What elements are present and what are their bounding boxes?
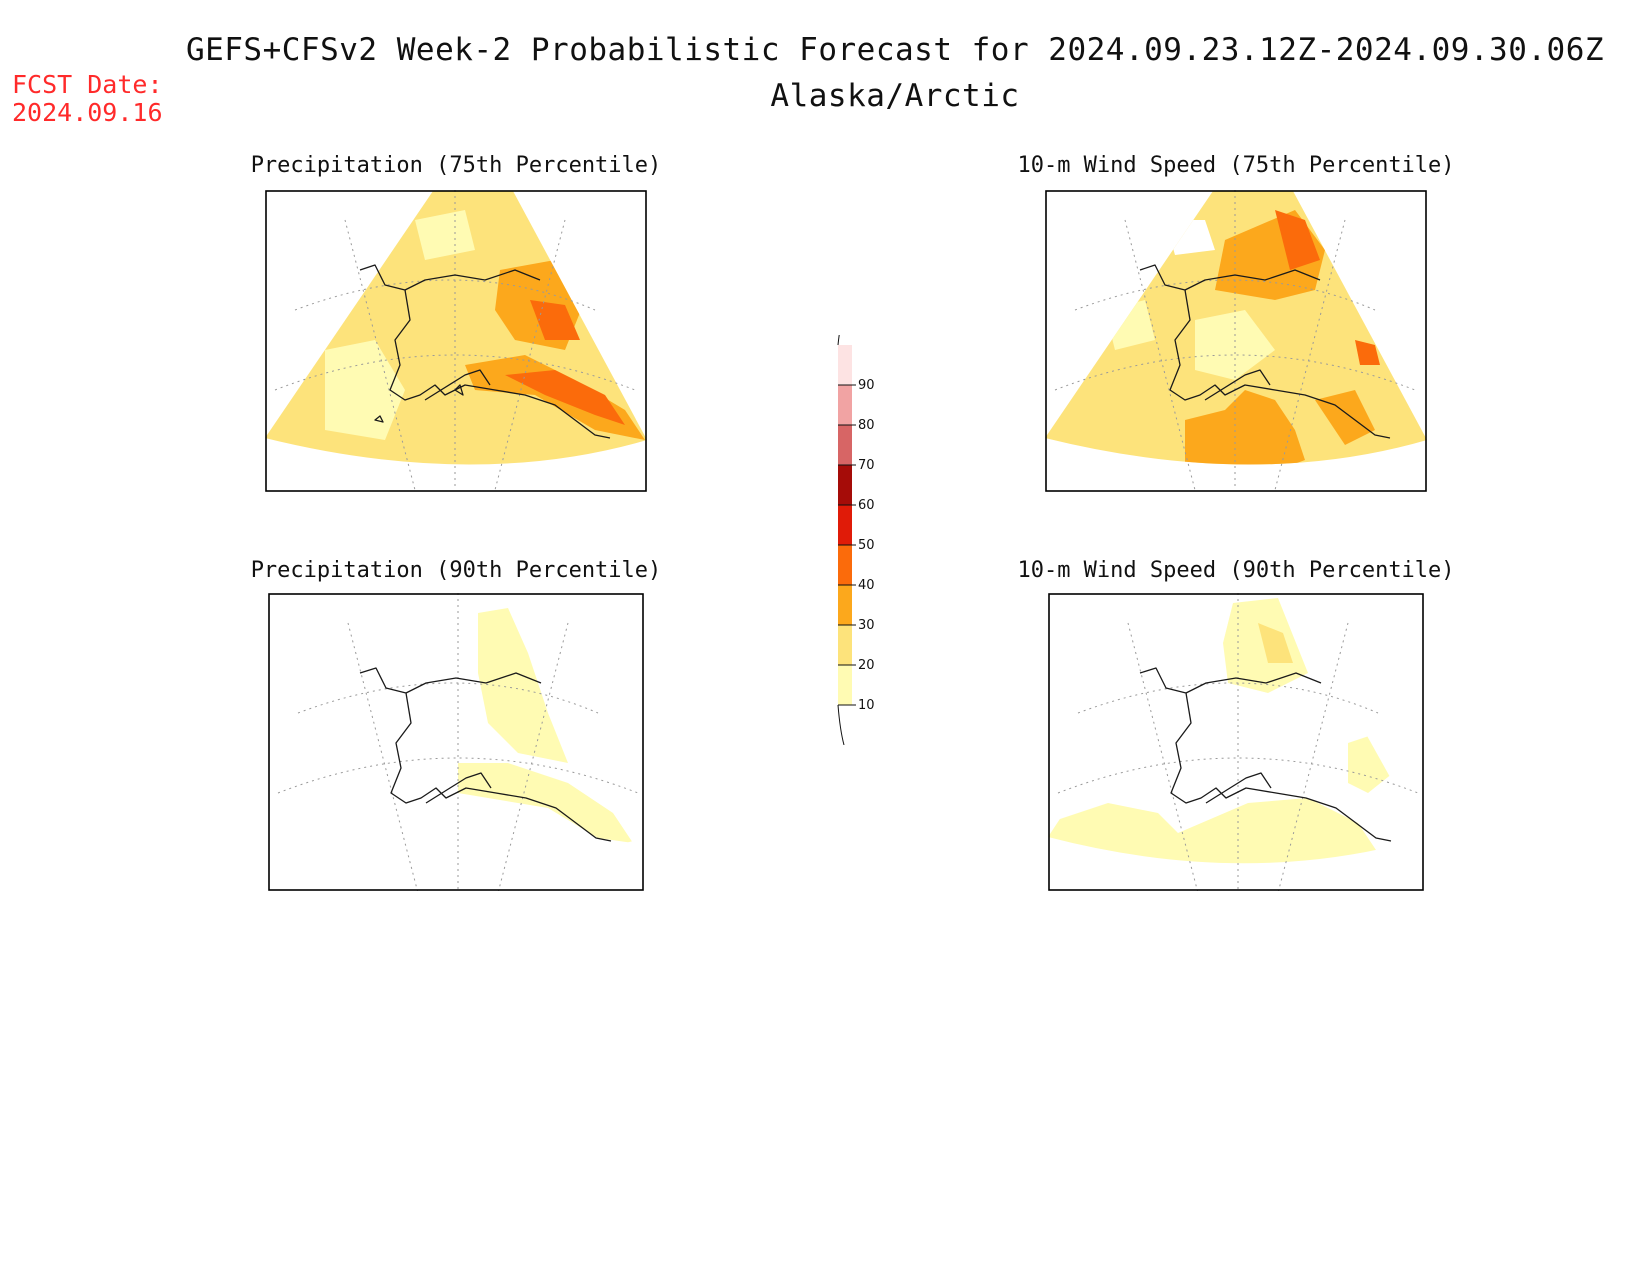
graticule [1057, 593, 1419, 891]
north-coastline [404, 269, 541, 291]
peninsula-coastline [1205, 772, 1272, 804]
island-coastline [374, 384, 464, 423]
graticule [274, 190, 636, 491]
panel-title-wind-75: 10-m Wind Speed (75th Percentile) [1017, 153, 1455, 178]
peninsula-coastline [1204, 369, 1271, 401]
colorbar-bin [838, 585, 852, 625]
north-coastline [405, 672, 542, 694]
colorbar-bin [838, 545, 852, 585]
panel-frame [1048, 593, 1424, 891]
colorbar-bin [838, 465, 852, 505]
prob-10-area [388, 878, 488, 891]
colorbar-tick-label: 90 [858, 378, 875, 393]
map-precip-75 [265, 190, 647, 492]
colorbar-tick-label: 10 [858, 698, 875, 713]
region-title: Alaska/Arctic [770, 78, 1020, 114]
prob-10-area [415, 210, 475, 260]
panel-frame [268, 593, 644, 891]
peninsula-coastline [424, 369, 491, 401]
north-coastline [1184, 269, 1321, 291]
forecast-date-label: FCST Date: [12, 70, 163, 99]
graticule [1054, 190, 1416, 491]
prob-40-area [1355, 340, 1380, 365]
prob-10-area [478, 608, 568, 763]
colorbar-bin [838, 665, 852, 705]
map-wind-90 [1048, 593, 1424, 891]
colorbar-tick-label: 20 [858, 658, 875, 673]
panel-frame [265, 190, 647, 492]
colorbar-lower-tail [837, 704, 845, 745]
colorbar-tick-label: 60 [858, 498, 875, 513]
colorbar-tick-label: 80 [858, 418, 875, 433]
prob-10-area [1348, 733, 1393, 793]
prob-30-area [1185, 390, 1305, 465]
prob-10-area [1048, 798, 1378, 864]
page-title: GEFS+CFSv2 Week-2 Probabilistic Forecast… [185, 32, 1605, 68]
colorbar-tick-label: 70 [858, 458, 875, 473]
north-coastline [1185, 672, 1322, 694]
colorbar-upper-tail [837, 335, 840, 346]
colorbar-bin [838, 625, 852, 665]
colorbar-bin [838, 345, 852, 385]
panel-title-precip-90: Precipitation (90th Percentile) [250, 558, 662, 583]
panel-title-precip-75: Precipitation (75th Percentile) [250, 153, 662, 178]
colorbar-bin [838, 425, 852, 465]
colorbar: 10 20 30 40 50 60 70 80 90 [837, 335, 875, 745]
colorbar-bin [838, 505, 852, 545]
graticule [277, 593, 639, 891]
prob-40-area [530, 300, 580, 340]
colorbar-tick-label: 30 [858, 618, 875, 633]
forecast-date-value: 2024.09.16 [12, 98, 163, 127]
prob-40-area [1275, 210, 1320, 270]
prob-10-area [1195, 310, 1275, 380]
prob-40-area [505, 370, 625, 425]
panel-title-wind-90: 10-m Wind Speed (90th Percentile) [1017, 558, 1455, 583]
prob-10-area [325, 340, 405, 440]
prob-20-area [1258, 623, 1293, 663]
colorbar-tick-label: 40 [858, 578, 875, 593]
map-wind-75 [1045, 190, 1427, 492]
prob-10-area [458, 763, 633, 843]
colorbar-tick-label: 50 [858, 538, 875, 553]
colorbar-bin [838, 385, 852, 425]
peninsula-coastline [425, 772, 492, 804]
map-precip-90 [268, 593, 644, 891]
panel-frame [1045, 190, 1427, 492]
